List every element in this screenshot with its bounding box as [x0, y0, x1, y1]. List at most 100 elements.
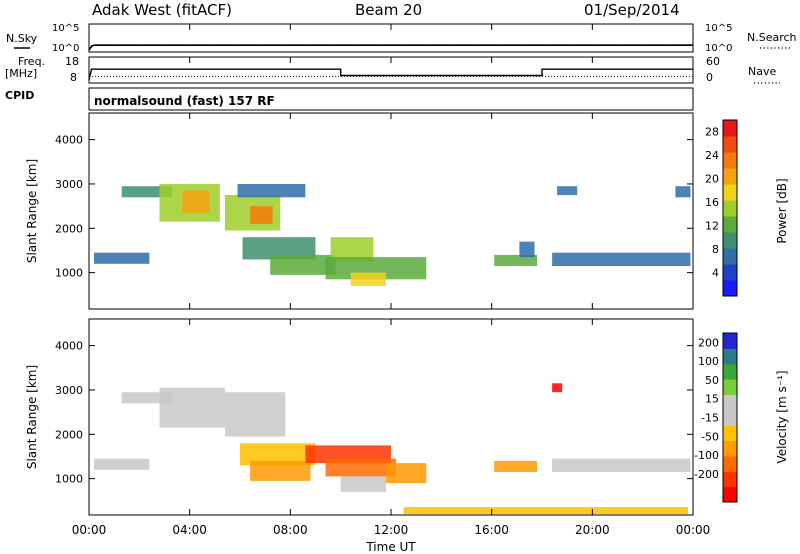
nsky-label: N.Sky: [6, 32, 38, 45]
power-cbar-cell-8: [723, 152, 737, 169]
velocity-ytick-label-1: 2000: [55, 428, 83, 441]
power-ytick-label-2: 3000: [55, 178, 83, 191]
power-patch-11: [350, 272, 386, 286]
power-patch-14: [552, 252, 691, 266]
power-cbar-tick-0: 4: [712, 267, 719, 280]
power-ytick-label-0: 1000: [55, 267, 83, 280]
velocity-cbar-cell-6: [723, 394, 737, 411]
time-tick-label-5: 20:00: [575, 523, 610, 537]
beam-title: Beam 20: [355, 1, 422, 19]
velocity-cbar-cell-1: [723, 471, 737, 488]
velocity-patch-2: [159, 387, 225, 428]
time-axis: 00:00 04:00 08:00 12:00 16:00 20:00 00:00: [72, 24, 710, 537]
velocity-cbar-cell-8: [723, 363, 737, 380]
power-colorbar: 4 8 12 16 20 24 28: [705, 119, 738, 297]
velocity-cbar-cell-5: [723, 409, 737, 426]
noise-line-0: [88, 44, 693, 51]
velocity-cbar-cell-3: [723, 440, 737, 457]
time-axis-label: Time UT: [365, 540, 416, 554]
power-patch-13: [519, 241, 535, 258]
power-cbar-cell-10: [723, 120, 737, 137]
time-tick-label-1: 04:00: [172, 523, 207, 537]
velocity-patch-11: [552, 458, 691, 472]
velocity-patch-12: [552, 383, 563, 393]
velocity-cbar-tick-6: 100: [698, 355, 719, 368]
power-ytick-label-1: 2000: [55, 222, 83, 235]
velocity-patch-0: [94, 458, 150, 470]
power-patch-16: [675, 186, 691, 198]
velocity-patch-3: [224, 392, 286, 437]
power-heatmap: [94, 184, 691, 286]
time-tick-label-0: 00:00: [72, 523, 107, 537]
power-patch-7: [242, 237, 316, 260]
power-cbar-cell-1: [723, 264, 737, 281]
power-ylabel: Slant Range [km]: [25, 159, 39, 263]
velocity-cbar-tick-7: 200: [698, 336, 719, 349]
power-patch-6: [237, 184, 306, 198]
nsearch-label: N.Search: [747, 31, 797, 44]
power-patch-0: [94, 252, 150, 264]
velocity-colorbar-label: Velocity [m s⁻¹]: [775, 370, 789, 463]
velocity-cbar-tick-5: 50: [705, 374, 719, 387]
velocity-patch-8: [340, 476, 386, 492]
velocity-ylabel: Slant Range [km]: [25, 365, 39, 469]
freq-unit-label: [MHz]: [5, 67, 37, 80]
velocity-ytick-label-0: 1000: [55, 473, 83, 486]
cpid-panel-frame: [88, 87, 694, 111]
velocity-cbar-tick-0: -200: [694, 468, 719, 481]
power-cbar-cell-6: [723, 184, 737, 201]
power-cbar-cell-7: [723, 168, 737, 185]
cpid-text: normalsound (fast) 157 RF: [94, 94, 275, 108]
power-cbar-tick-3: 16: [705, 196, 719, 209]
velocity-patch-10: [494, 460, 537, 472]
power-cbar-tick-4: 20: [705, 173, 719, 186]
velocity-cbar-cell-0: [723, 486, 737, 503]
noise-left-tick-top: 10^5: [52, 23, 79, 34]
power-colorbar-label: Power [dB]: [775, 178, 789, 243]
power-cbar-frame: [722, 119, 738, 297]
velocity-cbar-cell-10: [723, 333, 737, 349]
velocity-colorbar: -200 -100 -50 -15 15 50 100 200: [694, 332, 738, 503]
velocity-patch-6: [305, 445, 391, 464]
velocity-heatmap: [94, 383, 691, 515]
velocity-cbar-tick-2: -50: [701, 430, 719, 443]
power-cbar-cell-2: [723, 248, 737, 265]
velocity-patch-13: [403, 507, 688, 515]
velocity-cbar-tick-4: 15: [705, 393, 719, 406]
power-patch-1: [121, 186, 172, 198]
power-cbar-tick-5: 24: [705, 149, 719, 162]
velocity-patch-5: [250, 460, 311, 481]
velocity-cbar-tick-3: -15: [701, 412, 719, 425]
nave-tick-60: 60: [706, 55, 720, 68]
station-title: Adak West (fitACF): [92, 1, 232, 19]
power-patch-12: [494, 254, 537, 266]
velocity-patch-1: [121, 392, 172, 404]
noise-series: [88, 44, 693, 51]
freq-nave-series: [88, 68, 693, 81]
power-patch-15: [557, 186, 578, 196]
power-patch-5: [250, 206, 273, 224]
power-cbar-tick-1: 8: [712, 243, 719, 256]
freq-tick-8: 8: [70, 71, 77, 84]
velocity-patch-7: [325, 458, 397, 477]
velocity-ytick-label-2: 3000: [55, 384, 83, 397]
cpid-label: CPID: [5, 89, 34, 102]
power-y-axis: 1000 2000 3000 4000: [55, 134, 693, 280]
velocity-patch-9: [386, 463, 427, 484]
power-cbar-cell-0: [723, 280, 737, 297]
freq-label: Freq.: [18, 55, 45, 68]
nave-tick-0: 0: [706, 71, 713, 84]
freq-line-0: [88, 68, 693, 81]
power-patch-8: [270, 254, 336, 275]
date-title: 01/Sep/2014: [584, 1, 680, 19]
velocity-ytick-label-3: 4000: [55, 340, 83, 353]
velocity-cbar-cell-4: [723, 425, 737, 442]
power-cbar-tick-6: 28: [705, 126, 719, 139]
power-cbar-cell-3: [723, 232, 737, 249]
nave-label: Nave: [748, 65, 776, 78]
velocity-cbar-cell-7: [723, 379, 737, 395]
velocity-cbar-cell-9: [723, 348, 737, 365]
velocity-cbar-cell-2: [723, 455, 737, 472]
velocity-patch-4: [240, 443, 316, 466]
